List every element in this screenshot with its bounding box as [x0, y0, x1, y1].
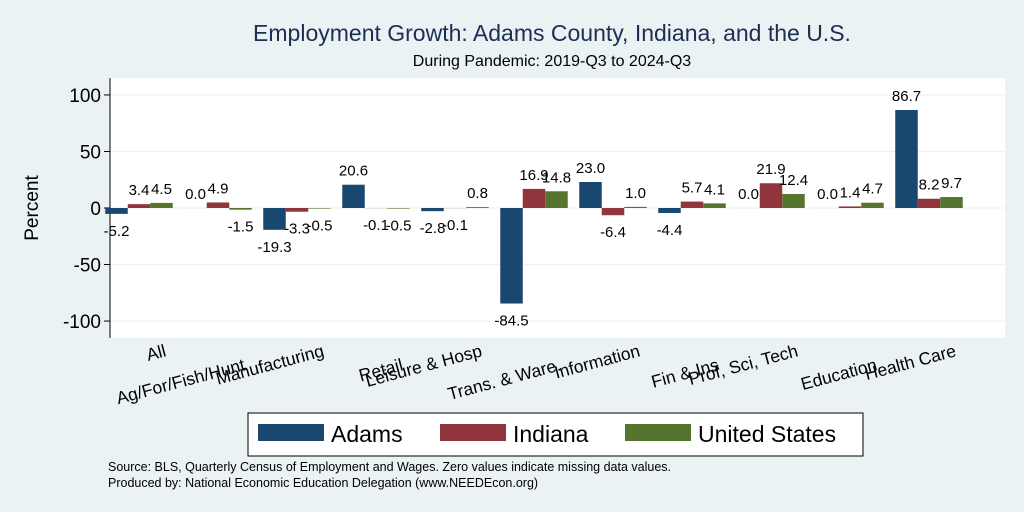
bar-value-label: 8.2: [919, 177, 940, 194]
bar-value-label: -1.5: [228, 219, 254, 236]
bar-indiana: [206, 202, 230, 208]
bar-value-label: 0.8: [467, 185, 488, 202]
bar-value-label: -3.3: [284, 221, 310, 238]
legend-swatch-adams: [258, 424, 324, 441]
bar-value-label: 0.0: [738, 186, 759, 203]
bar-value-label: 4.7: [862, 181, 883, 198]
bar-united-states: [861, 202, 884, 208]
bar-adams: [658, 208, 681, 213]
bar-adams: [895, 109, 918, 208]
bar-value-label: 86.7: [892, 88, 921, 105]
y-tick-label: 100: [69, 86, 101, 107]
bar-value-label: -0.5: [307, 218, 333, 235]
bar-united-states: [387, 208, 410, 209]
x-category-label: All: [144, 341, 168, 365]
source-line-1: Source: BLS, Quarterly Census of Employm…: [108, 460, 671, 474]
bar-value-label: 0.0: [817, 186, 838, 203]
bar-value-label: -84.5: [494, 313, 528, 330]
x-category-label: Health Care: [863, 341, 958, 384]
x-category-label: Prof, Sci, Tech: [686, 341, 800, 389]
bar-united-states: [624, 206, 647, 208]
bar-indiana: [838, 206, 862, 208]
bar-united-states: [466, 207, 489, 208]
bar-value-label: 4.1: [704, 181, 725, 198]
bar-value-label: 12.4: [779, 172, 808, 189]
y-tick-label: -100: [63, 312, 101, 333]
legend-label-indiana: Indiana: [513, 421, 589, 447]
y-tick-label: 0: [90, 199, 101, 220]
bar-value-label: -0.1: [363, 217, 389, 234]
bar-adams: [263, 208, 286, 230]
bar-value-label: 4.9: [208, 180, 229, 197]
bar-value-label: 3.4: [129, 182, 150, 199]
bar-united-states: [229, 208, 252, 210]
source-line-2: Produced by: National Economic Education…: [108, 476, 538, 490]
x-category-label: Manufacturing: [214, 341, 326, 389]
bar-adams: [421, 208, 444, 212]
bar-value-label: -4.4: [657, 222, 683, 239]
bar-value-label: -2.8: [420, 220, 446, 237]
bar-value-label: 21.9: [756, 161, 785, 178]
bar-united-states: [150, 202, 173, 208]
bar-united-states: [545, 191, 568, 208]
bar-indiana: [759, 183, 783, 208]
bar-value-label: 16.9: [519, 167, 548, 184]
bar-value-label: -0.1: [442, 217, 468, 234]
bar-indiana: [522, 188, 546, 208]
bar-united-states: [782, 193, 805, 208]
bar-value-label: -6.4: [600, 224, 626, 241]
y-tick-label: -50: [74, 256, 101, 277]
bar-value-label: 4.5: [151, 181, 172, 198]
bar-adams: [579, 182, 602, 208]
x-category-label: Information: [552, 341, 642, 383]
bar-indiana: [917, 198, 941, 208]
bar-united-states: [703, 203, 726, 208]
bar-united-states: [940, 197, 963, 208]
bar-value-label: 5.7: [682, 180, 703, 197]
chart-subtitle: During Pandemic: 2019-Q3 to 2024-Q3: [413, 53, 691, 70]
bar-adams: [342, 184, 365, 208]
bar-value-label: -5.2: [104, 223, 130, 240]
bar-adams: [105, 208, 128, 214]
bar-indiana: [601, 208, 625, 216]
legend-swatch-indiana: [440, 424, 506, 441]
legend-label-adams: Adams: [331, 421, 403, 447]
bar-adams: [500, 208, 523, 304]
bar-value-label: 9.7: [941, 175, 962, 192]
y-axis-title: Percent: [22, 175, 43, 241]
bar-value-label: 1.4: [840, 184, 861, 201]
legend-swatch-united-states: [625, 424, 691, 441]
legend-box: [247, 412, 864, 457]
chart-title: Employment Growth: Adams County, Indiana…: [253, 20, 851, 46]
bar-value-label: 1.0: [625, 185, 646, 202]
bar-value-label: -19.3: [257, 239, 291, 256]
bar-value-label: 14.8: [542, 169, 571, 186]
legend-label-united-states: United States: [698, 421, 836, 447]
bar-indiana: [127, 204, 151, 208]
bar-value-label: 23.0: [576, 160, 605, 177]
bar-value-label: -0.5: [386, 218, 412, 235]
bar-indiana: [285, 208, 309, 212]
bar-indiana: [680, 201, 704, 208]
legend: Adams Indiana United States: [247, 412, 864, 457]
bar-value-label: 20.6: [339, 163, 368, 180]
bar-united-states: [308, 208, 331, 209]
bar-value-label: 0.0: [185, 186, 206, 203]
y-tick-label: 50: [80, 142, 101, 163]
